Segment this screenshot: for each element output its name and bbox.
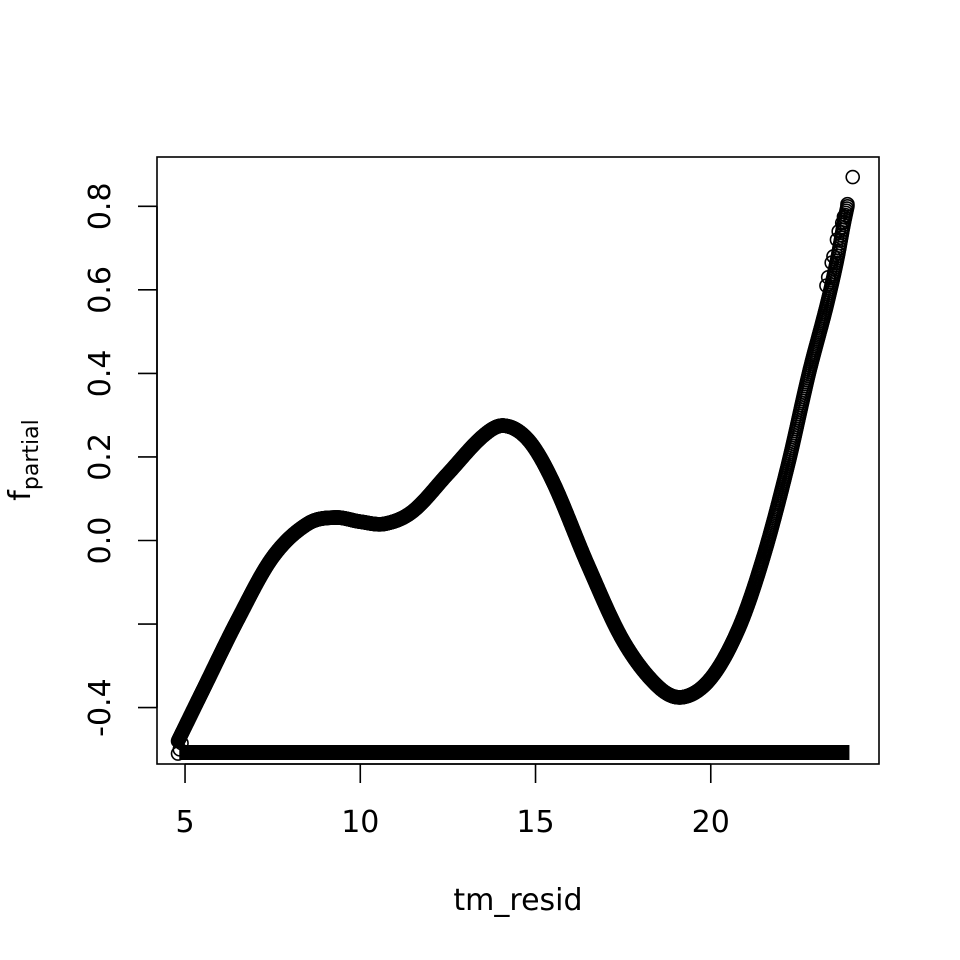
y-tick-label: 0.0 [83, 517, 118, 565]
x-axis-label: tm_resid [453, 883, 582, 918]
data-point [836, 209, 852, 225]
data-point [834, 215, 850, 231]
data-points [170, 169, 861, 761]
x-tick-label: 5 [175, 805, 194, 840]
data-point [819, 278, 834, 293]
y-tick-label: 0.4 [83, 350, 118, 398]
y-axis-label: fpartial [3, 419, 44, 500]
data-point [170, 746, 186, 761]
data-point [824, 255, 839, 270]
y-tick-label: 0.2 [83, 433, 118, 481]
x-tick-label: 15 [516, 805, 554, 840]
data-point [831, 224, 846, 239]
y-tick-label: -0.4 [83, 678, 118, 737]
rug-marks [179, 745, 850, 760]
data-point [829, 232, 845, 248]
data-point [826, 249, 841, 264]
x-tick-label: 20 [692, 805, 730, 840]
y-tick-label: 0.6 [83, 266, 118, 314]
y-axis-label-base: f [3, 489, 38, 501]
data-point [820, 270, 836, 285]
axes: 5 10 15 20 -0.4 0.0 0.2 0.4 0.6 0.8 [83, 182, 730, 840]
y-tick-label: 0.8 [83, 182, 118, 230]
plot-frame [156, 156, 880, 765]
x-tick-label: 10 [341, 805, 379, 840]
data-point [174, 735, 189, 751]
data-point [845, 169, 861, 185]
y-axis-label-subscript: partial [19, 419, 44, 490]
